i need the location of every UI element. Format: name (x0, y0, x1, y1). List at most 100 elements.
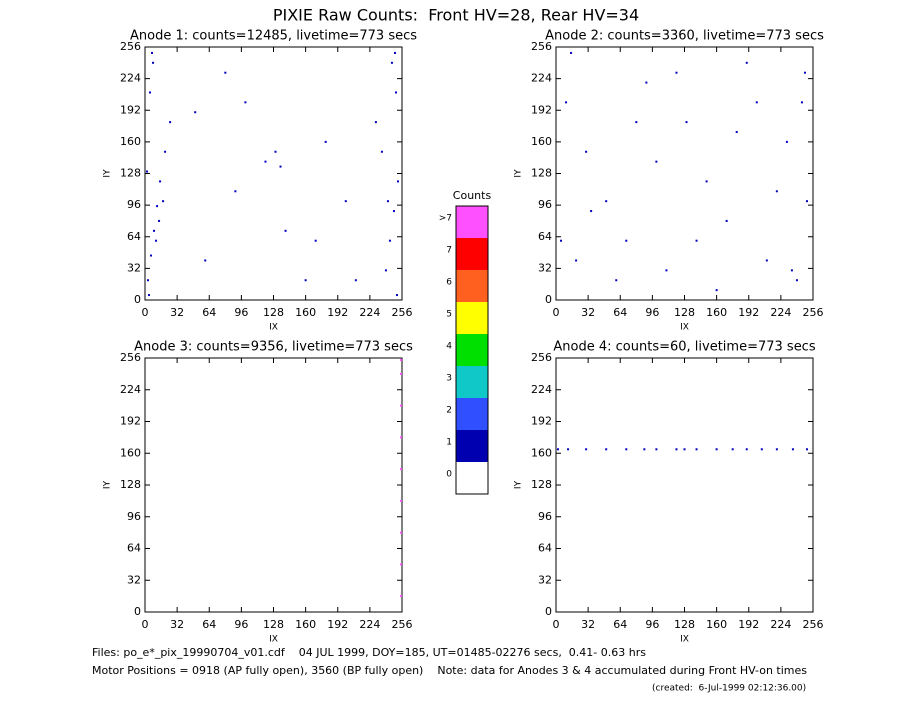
y-tick-label: 96 (127, 198, 141, 211)
count-pixel (393, 51, 396, 54)
x-tick-label: 0 (142, 306, 149, 319)
x-tick-label: 0 (553, 618, 560, 631)
colorbar-label: 4 (446, 342, 452, 352)
count-pixel (304, 279, 307, 282)
plot-frame (555, 46, 814, 301)
y-tick-label: 64 (538, 542, 552, 555)
y-tick-label: 0 (134, 293, 141, 306)
count-pixel (791, 448, 794, 451)
count-pixel (760, 448, 763, 451)
footer-created: (created: 6-Jul-1999 02:12:36.00) (652, 684, 806, 694)
count-pixel (224, 71, 227, 74)
y-tick-label: 64 (127, 230, 141, 243)
y-tick-label: 96 (538, 510, 552, 523)
y-tick-label: 256 (120, 40, 141, 53)
count-pixel (735, 130, 738, 133)
count-pixel (585, 150, 588, 153)
count-pixel (374, 121, 377, 124)
colorbar-frame (455, 205, 489, 495)
x-axis-label: IX (680, 635, 689, 645)
x-tick-label: 224 (359, 618, 380, 631)
count-pixel (399, 358, 402, 361)
y-tick-label: 96 (538, 198, 552, 211)
count-pixel (156, 205, 159, 208)
footer-motor: Motor Positions = 0918 (AP fully open), … (92, 664, 807, 677)
count-pixel (164, 150, 167, 153)
count-pixel (153, 229, 156, 232)
x-tick-label: 32 (581, 306, 595, 319)
y-tick-label: 0 (545, 605, 552, 618)
count-pixel (386, 200, 389, 203)
plot-frame (144, 357, 403, 613)
panel-title: Anode 2: counts=3360, livetime=773 secs (545, 29, 824, 44)
count-pixel (765, 259, 768, 262)
y-tick-label: 192 (531, 103, 552, 116)
count-pixel (399, 436, 402, 439)
count-pixel (158, 219, 161, 222)
count-pixel (399, 372, 402, 375)
count-pixel (705, 180, 708, 183)
x-tick-label: 224 (770, 618, 791, 631)
colorbar-swatch (456, 366, 488, 398)
count-pixel (715, 448, 718, 451)
x-axis-label: IX (269, 635, 278, 645)
count-pixel (396, 180, 399, 183)
count-pixel (785, 140, 788, 143)
colorbar-swatch (456, 238, 488, 270)
count-pixel (146, 170, 149, 173)
panel-title: Anode 4: counts=60, livetime=773 secs (553, 340, 815, 355)
y-tick-label: 192 (531, 415, 552, 428)
x-tick-label: 128 (263, 306, 284, 319)
count-pixel (615, 279, 618, 282)
y-tick-label: 0 (134, 605, 141, 618)
x-tick-label: 160 (295, 618, 316, 631)
x-tick-label: 96 (234, 306, 248, 319)
count-pixel (244, 101, 247, 104)
count-pixel (159, 180, 162, 183)
x-tick-label: 160 (706, 306, 727, 319)
y-tick-label: 256 (531, 40, 552, 53)
count-pixel (655, 448, 658, 451)
count-pixel (775, 190, 778, 193)
y-tick-label: 64 (127, 542, 141, 555)
y-tick-label: 192 (120, 415, 141, 428)
x-tick-label: 256 (803, 306, 824, 319)
count-pixel (805, 200, 808, 203)
colorbar-label: 1 (446, 438, 452, 448)
panel-title: Anode 1: counts=12485, livetime=773 secs (130, 29, 417, 44)
x-tick-label: 64 (202, 306, 216, 319)
count-pixel (590, 210, 593, 213)
count-pixel (585, 448, 588, 451)
colorbar-swatch (456, 462, 488, 494)
y-tick-label: 256 (120, 351, 141, 364)
count-pixel (560, 239, 563, 242)
x-tick-label: 256 (392, 618, 413, 631)
colorbar-label: 6 (446, 278, 452, 288)
count-pixel (155, 239, 158, 242)
count-pixel (399, 404, 402, 407)
x-tick-label: 32 (170, 306, 184, 319)
count-pixel (685, 121, 688, 124)
count-pixel (390, 61, 393, 64)
colorbar-label: >7 (439, 214, 452, 224)
count-pixel (399, 499, 402, 502)
y-axis-label: IY (514, 169, 524, 178)
x-tick-label: 224 (359, 306, 380, 319)
panel-title: Anode 3: counts=9356, livetime=773 secs (134, 340, 413, 355)
x-tick-label: 192 (327, 618, 348, 631)
count-pixel (380, 150, 383, 153)
count-pixel (695, 239, 698, 242)
count-pixel (725, 219, 728, 222)
y-tick-label: 128 (531, 478, 552, 491)
count-pixel (795, 279, 798, 282)
x-tick-label: 160 (706, 618, 727, 631)
count-pixel (683, 448, 686, 451)
y-tick-label: 128 (120, 167, 141, 180)
count-pixel (204, 259, 207, 262)
x-tick-label: 96 (645, 618, 659, 631)
count-pixel (149, 91, 152, 94)
count-pixel (150, 254, 153, 257)
y-axis-label: IY (103, 480, 113, 489)
count-pixel (745, 448, 748, 451)
x-tick-label: 256 (803, 618, 824, 631)
